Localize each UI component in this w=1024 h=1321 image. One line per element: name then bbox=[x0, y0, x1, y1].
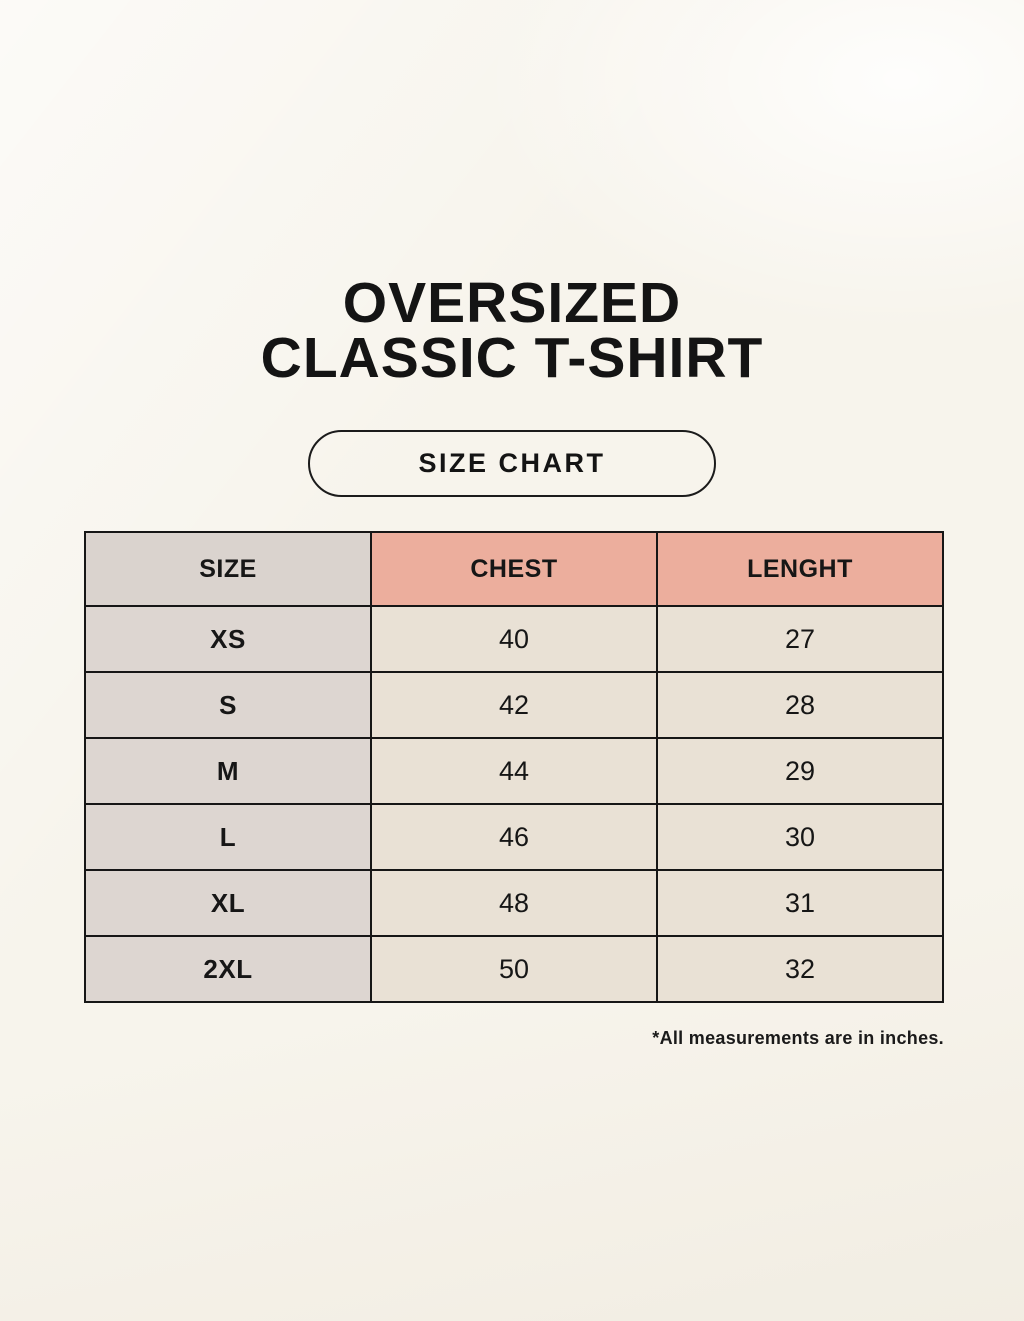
length-value-cell: 30 bbox=[656, 803, 944, 871]
title-line-1: OVERSIZED bbox=[342, 271, 682, 335]
table-row-s: S 42 28 bbox=[84, 671, 944, 739]
measurements-footnote: *All measurements are in inches. bbox=[652, 1028, 944, 1048]
chest-value-cell: 40 bbox=[370, 605, 658, 673]
size-label-cell: L bbox=[84, 803, 372, 871]
table-row-xl: XL 48 31 bbox=[84, 869, 944, 937]
length-value-cell: 31 bbox=[656, 869, 944, 937]
size-label-cell: S bbox=[84, 671, 372, 739]
size-chart-table: SIZE CHEST LENGHT XS 40 27 S 42 28 M 44 … bbox=[84, 531, 944, 1003]
column-header-length: LENGHT bbox=[656, 531, 944, 607]
table-header-row: SIZE CHEST LENGHT bbox=[84, 531, 944, 607]
length-value-cell: 28 bbox=[656, 671, 944, 739]
size-label-cell: XL bbox=[84, 869, 372, 937]
length-value-cell: 27 bbox=[656, 605, 944, 673]
size-label-cell: M bbox=[84, 737, 372, 805]
size-chart-button[interactable]: SIZE CHART bbox=[308, 430, 716, 497]
size-label-cell: 2XL bbox=[84, 935, 372, 1003]
chest-value-cell: 42 bbox=[370, 671, 658, 739]
chest-value-cell: 48 bbox=[370, 869, 658, 937]
size-label-cell: XS bbox=[84, 605, 372, 673]
table-row-m: M 44 29 bbox=[84, 737, 944, 805]
page-title: OVERSIZED CLASSIC T-SHIRT bbox=[0, 271, 1024, 390]
column-header-chest: CHEST bbox=[370, 531, 658, 607]
chest-value-cell: 44 bbox=[370, 737, 658, 805]
column-header-size: SIZE bbox=[84, 531, 372, 607]
table-row-2xl: 2XL 50 32 bbox=[84, 935, 944, 1003]
table-row-xs: XS 40 27 bbox=[84, 605, 944, 673]
length-value-cell: 32 bbox=[656, 935, 944, 1003]
title-line-2: CLASSIC T-SHIRT bbox=[260, 326, 764, 390]
size-chart-button-label: SIZE CHART bbox=[418, 448, 606, 478]
length-value-cell: 29 bbox=[656, 737, 944, 805]
chest-value-cell: 50 bbox=[370, 935, 658, 1003]
chest-value-cell: 46 bbox=[370, 803, 658, 871]
table-row-l: L 46 30 bbox=[84, 803, 944, 871]
